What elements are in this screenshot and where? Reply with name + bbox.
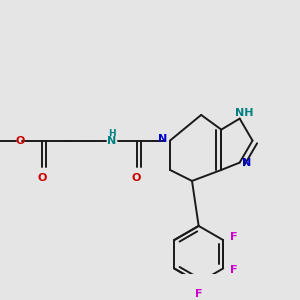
Text: NH: NH	[236, 108, 254, 118]
Text: F: F	[230, 232, 238, 242]
Text: N: N	[158, 134, 167, 144]
Text: O: O	[16, 136, 25, 146]
Text: F: F	[230, 265, 238, 275]
Text: N: N	[107, 136, 116, 146]
Text: O: O	[132, 173, 141, 183]
Text: F: F	[195, 289, 202, 299]
Text: O: O	[38, 173, 47, 183]
Text: H: H	[108, 129, 116, 138]
Text: N: N	[242, 158, 252, 168]
